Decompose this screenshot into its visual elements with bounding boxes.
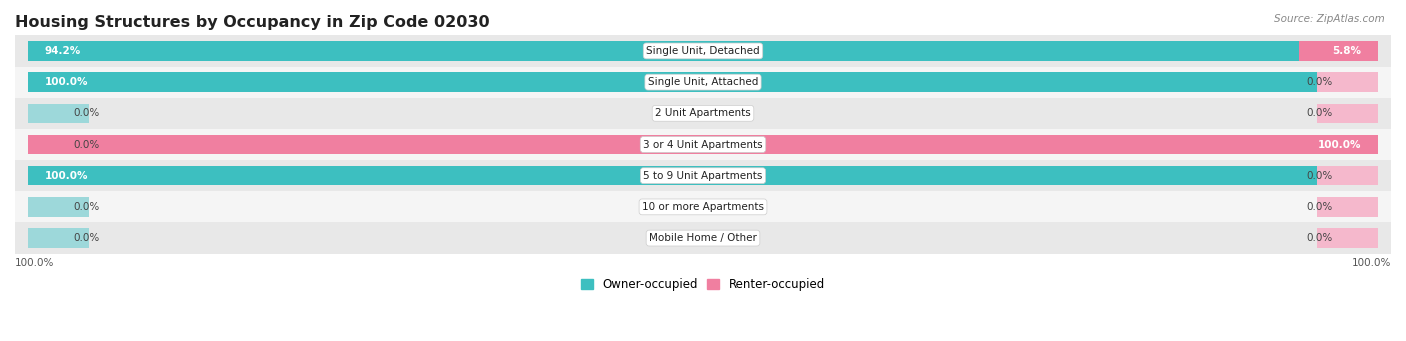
Bar: [15, 66, 1391, 98]
Bar: [28, 135, 89, 154]
Bar: [28, 104, 89, 123]
Text: 3 or 4 Unit Apartments: 3 or 4 Unit Apartments: [643, 139, 763, 149]
Bar: [15, 129, 1391, 160]
Text: 100.0%: 100.0%: [1317, 139, 1361, 149]
Text: 0.0%: 0.0%: [73, 108, 100, 118]
Text: 0.0%: 0.0%: [1306, 108, 1333, 118]
Bar: [1317, 166, 1378, 186]
Text: 0.0%: 0.0%: [1306, 171, 1333, 181]
Bar: [28, 72, 1378, 92]
Bar: [15, 191, 1391, 222]
Text: 0.0%: 0.0%: [73, 139, 100, 149]
Text: Source: ZipAtlas.com: Source: ZipAtlas.com: [1274, 14, 1385, 24]
Bar: [15, 222, 1391, 254]
Bar: [28, 228, 89, 248]
Text: 94.2%: 94.2%: [45, 46, 82, 56]
Bar: [28, 41, 1299, 61]
Text: 100.0%: 100.0%: [45, 77, 89, 87]
Text: 2 Unit Apartments: 2 Unit Apartments: [655, 108, 751, 118]
Text: 0.0%: 0.0%: [73, 202, 100, 212]
Bar: [15, 98, 1391, 129]
Text: 0.0%: 0.0%: [73, 233, 100, 243]
Text: 5 to 9 Unit Apartments: 5 to 9 Unit Apartments: [644, 171, 762, 181]
Bar: [15, 35, 1391, 66]
Text: 0.0%: 0.0%: [1306, 233, 1333, 243]
Text: Single Unit, Attached: Single Unit, Attached: [648, 77, 758, 87]
Bar: [1317, 228, 1378, 248]
Text: Housing Structures by Occupancy in Zip Code 02030: Housing Structures by Occupancy in Zip C…: [15, 15, 489, 30]
Bar: [1299, 41, 1378, 61]
Bar: [28, 166, 1378, 186]
Legend: Owner-occupied, Renter-occupied: Owner-occupied, Renter-occupied: [576, 273, 830, 296]
Bar: [28, 135, 1378, 154]
Text: Mobile Home / Other: Mobile Home / Other: [650, 233, 756, 243]
Bar: [1317, 72, 1378, 92]
Text: 100.0%: 100.0%: [1351, 258, 1391, 268]
Text: 0.0%: 0.0%: [1306, 77, 1333, 87]
Bar: [1317, 197, 1378, 217]
Bar: [1317, 104, 1378, 123]
Text: 100.0%: 100.0%: [15, 258, 55, 268]
Text: 5.8%: 5.8%: [1333, 46, 1361, 56]
Text: 10 or more Apartments: 10 or more Apartments: [643, 202, 763, 212]
Bar: [28, 197, 89, 217]
Bar: [15, 160, 1391, 191]
Text: 0.0%: 0.0%: [1306, 202, 1333, 212]
Text: Single Unit, Detached: Single Unit, Detached: [647, 46, 759, 56]
Text: 100.0%: 100.0%: [45, 171, 89, 181]
